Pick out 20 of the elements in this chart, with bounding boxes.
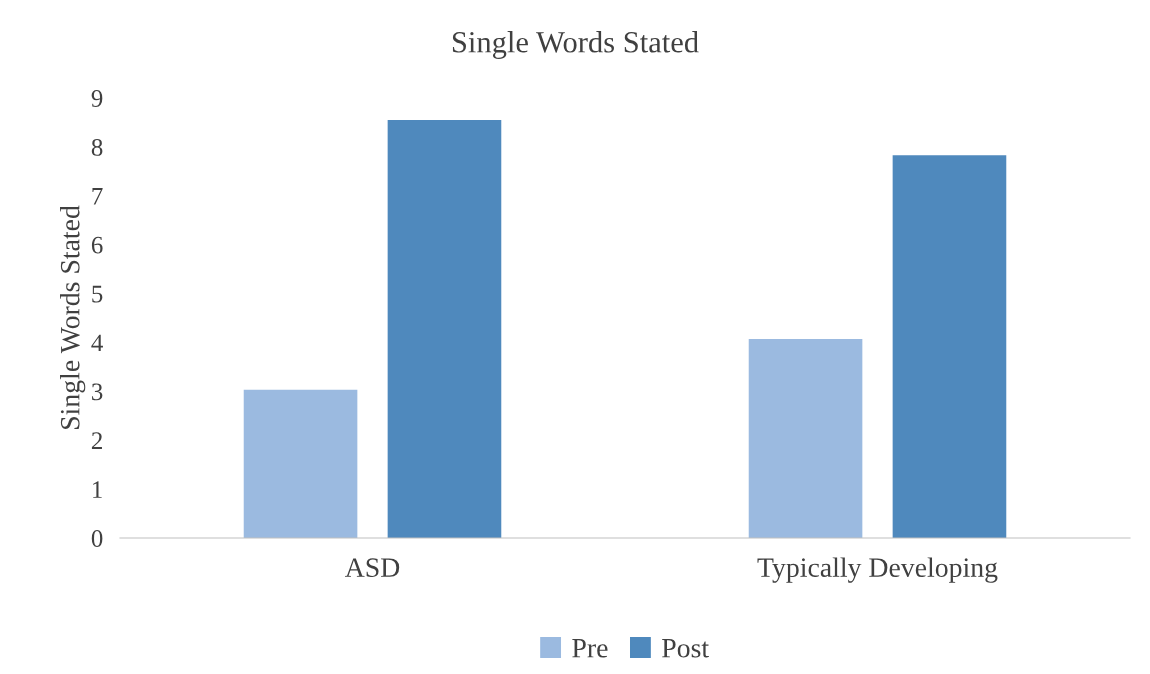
y-tick-label: 6 <box>91 236 103 254</box>
bar <box>387 120 502 538</box>
bar <box>243 389 358 538</box>
y-tick-label: 5 <box>92 285 103 303</box>
y-tick-label: 7 <box>92 188 103 205</box>
x-tick-label: ASD <box>344 558 400 577</box>
bar <box>748 339 863 538</box>
y-tick-label: 3 <box>92 383 103 401</box>
x-tick-label: Typically Developing <box>757 557 998 583</box>
legend-label: Post <box>662 639 709 658</box>
y-tick-label: 9 <box>91 90 103 107</box>
y-tick-label: 0 <box>91 530 103 547</box>
bar <box>892 155 1007 538</box>
y-axis-title: Single Words Stated <box>60 205 86 429</box>
legend-label: Pre <box>572 639 608 658</box>
chart-title: Single Words Stated <box>452 31 699 59</box>
y-tick-label: 8 <box>91 138 103 156</box>
y-tick-label: 1 <box>93 481 102 498</box>
y-tick-label: 2 <box>91 432 102 449</box>
y-tick-label: 4 <box>91 334 103 352</box>
